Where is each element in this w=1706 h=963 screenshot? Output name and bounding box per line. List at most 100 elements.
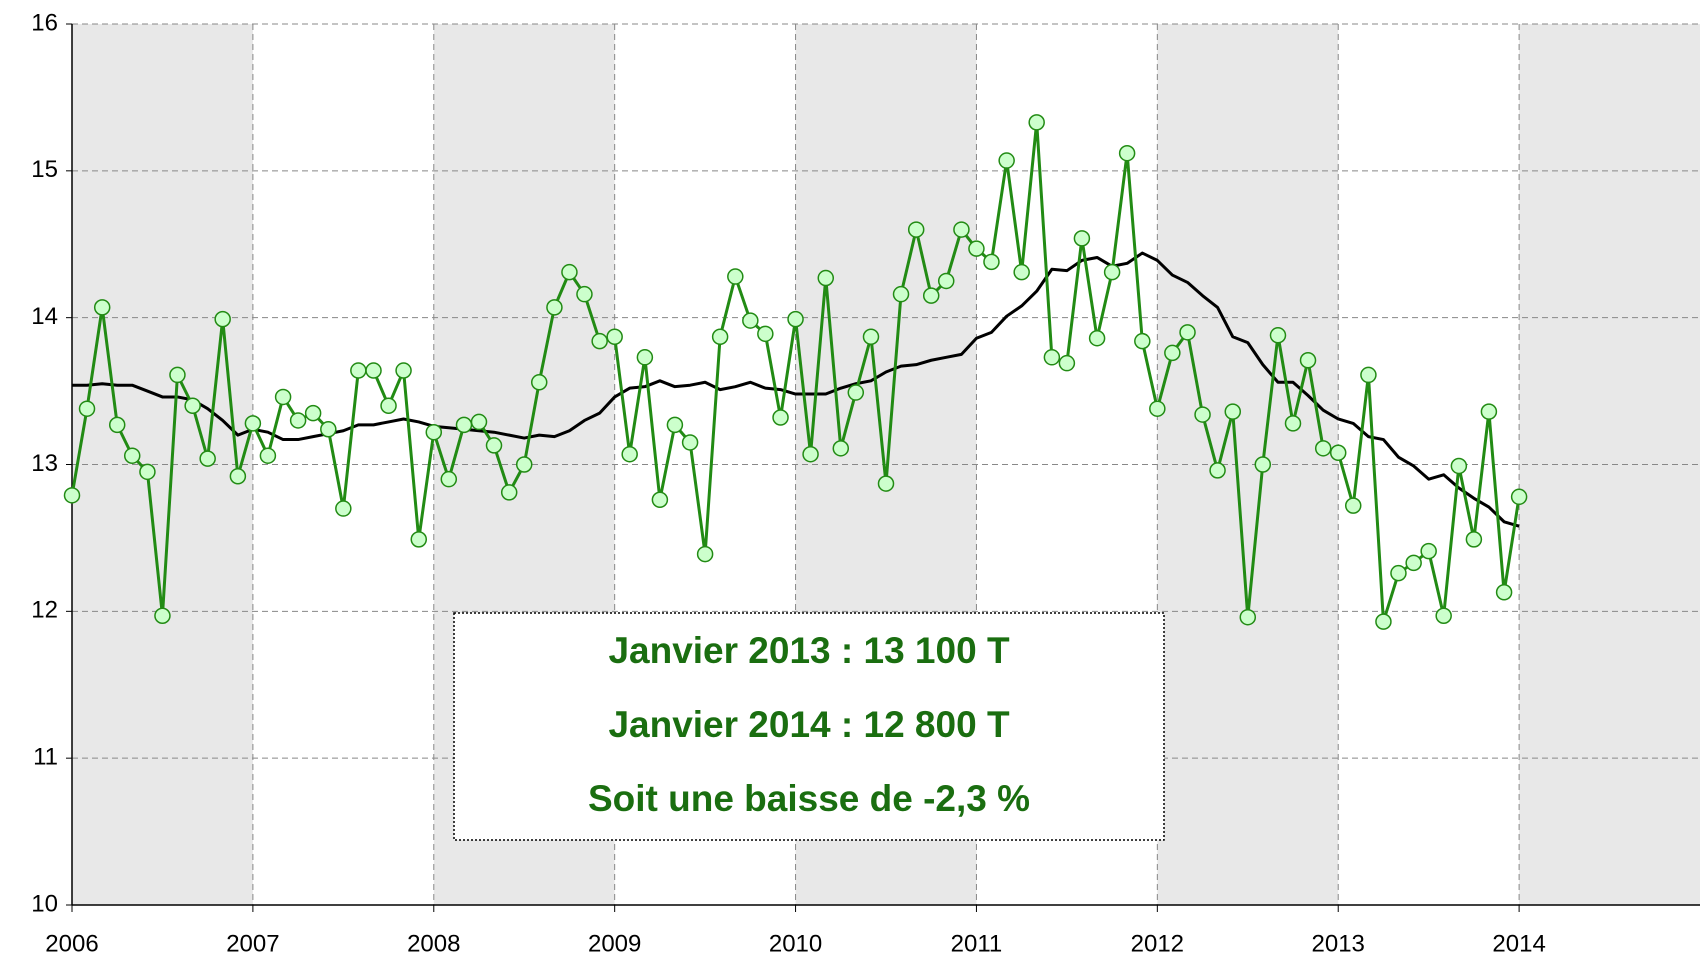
point — [1360, 366, 1377, 384]
point — [1450, 457, 1468, 475]
point — [530, 374, 548, 391]
point — [1465, 531, 1483, 548]
point — [727, 268, 744, 285]
x-tick-label: 2009 — [588, 930, 641, 957]
annotation: Soit une baisse de -2,3 % — [588, 778, 1030, 819]
y-tick-label: 12 — [31, 597, 58, 624]
series-line — [72, 251, 1520, 528]
point — [304, 404, 322, 422]
y-tick-label: 13 — [31, 450, 58, 477]
point — [1329, 444, 1347, 462]
point — [350, 362, 367, 379]
point — [320, 421, 337, 438]
point — [1028, 114, 1045, 131]
point — [591, 332, 608, 350]
x-tick-label: 2010 — [769, 930, 822, 957]
annotation: Janvier 2014 : 12 800 T — [608, 704, 1010, 745]
point — [832, 440, 850, 457]
point — [1103, 263, 1121, 281]
point — [440, 470, 458, 488]
point — [289, 412, 307, 429]
point — [515, 456, 533, 473]
point — [606, 328, 623, 346]
point — [1118, 144, 1136, 162]
point — [1314, 440, 1332, 457]
point — [937, 272, 955, 290]
point — [1375, 613, 1392, 630]
point — [425, 423, 443, 441]
point — [184, 397, 201, 415]
point — [1058, 354, 1076, 372]
point — [214, 310, 231, 328]
point — [998, 152, 1015, 169]
point — [907, 221, 925, 238]
point — [636, 349, 654, 366]
y-tick-label: 10 — [31, 890, 58, 917]
point — [229, 467, 247, 485]
point — [93, 299, 111, 316]
point — [1013, 263, 1030, 281]
point — [862, 328, 880, 346]
point — [1480, 403, 1498, 420]
point — [561, 263, 578, 281]
point — [1284, 415, 1302, 432]
point — [711, 328, 729, 346]
x-tick-label: 2006 — [45, 930, 98, 957]
point — [696, 545, 714, 563]
point — [1390, 564, 1407, 582]
point — [1043, 349, 1061, 366]
point — [1164, 344, 1181, 362]
point — [1344, 497, 1362, 514]
point — [1239, 608, 1257, 626]
y-tick-label: 16 — [31, 9, 58, 36]
year-band — [1519, 24, 1700, 905]
point — [1420, 542, 1437, 560]
point — [546, 299, 563, 316]
y-tick-label: 11 — [33, 744, 58, 771]
point — [259, 447, 277, 464]
point — [470, 413, 488, 431]
point — [757, 325, 774, 343]
point — [500, 484, 518, 501]
point — [877, 475, 895, 492]
point — [817, 269, 835, 287]
point — [802, 445, 819, 463]
point — [968, 240, 985, 257]
point — [1254, 456, 1272, 473]
point — [892, 285, 910, 303]
y-tick-label: 14 — [31, 303, 58, 330]
x-tick-label: 2008 — [407, 930, 460, 957]
point — [1299, 351, 1317, 369]
point — [651, 491, 669, 508]
point — [123, 447, 141, 464]
point — [244, 415, 262, 432]
annotation-box — [453, 612, 1165, 841]
point — [742, 312, 759, 329]
point — [772, 409, 789, 426]
point — [847, 384, 865, 401]
point — [681, 434, 699, 451]
point — [787, 310, 804, 328]
point — [1134, 332, 1151, 350]
point — [576, 285, 593, 303]
point — [1510, 488, 1528, 506]
point — [1405, 554, 1422, 572]
point — [139, 463, 156, 481]
x-tick-label: 2012 — [1131, 930, 1184, 957]
point — [1073, 230, 1091, 247]
point — [410, 531, 428, 548]
point — [1179, 324, 1196, 341]
point — [485, 437, 503, 454]
point — [380, 397, 397, 415]
point — [922, 287, 940, 304]
point — [78, 400, 96, 417]
point — [1224, 403, 1242, 420]
point — [1269, 327, 1287, 344]
point — [335, 500, 352, 517]
point — [274, 388, 292, 406]
point — [199, 450, 216, 467]
x-tick-label: 2011 — [951, 930, 1003, 957]
point — [1088, 329, 1106, 347]
x-tick-label: 2014 — [1492, 930, 1545, 957]
